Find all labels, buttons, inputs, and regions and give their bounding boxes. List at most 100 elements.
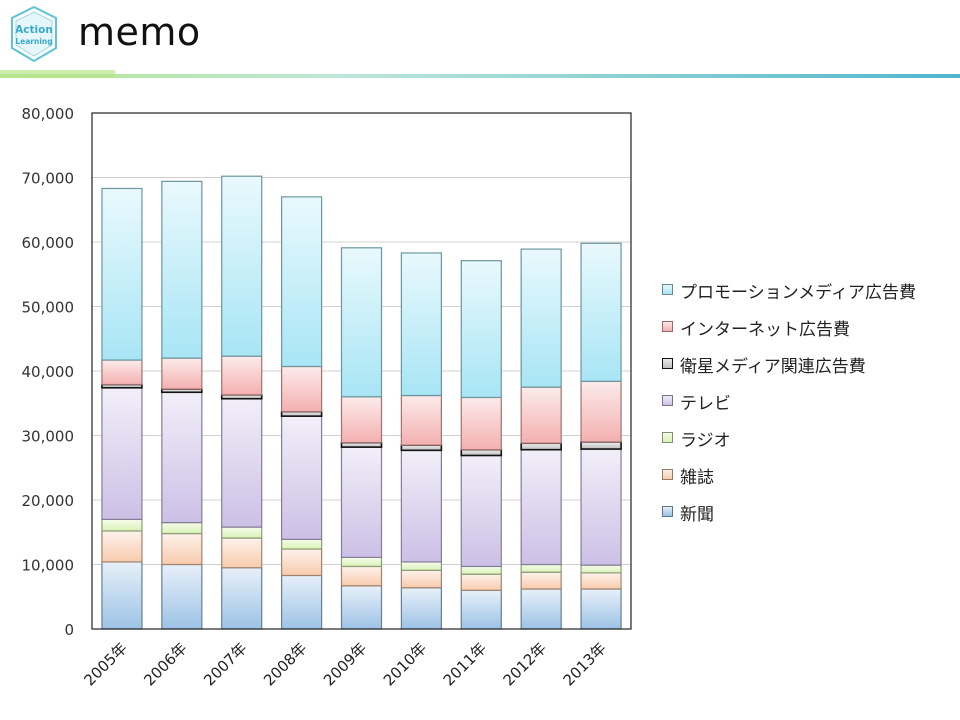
bar-segment [340,396,383,444]
bar-segment [340,585,383,630]
bar-segment [281,196,323,368]
y-tick-label: 10,000 [22,557,75,575]
bar-segment [101,187,143,361]
bar-segment [161,532,203,566]
bar-segment [580,448,622,566]
bar-segment [101,561,143,630]
legend-swatch-tv [662,395,673,406]
bars [101,175,622,630]
bar-segment [400,444,443,452]
legend-swatch-promotion [662,284,673,295]
bar-segment [520,449,562,566]
bar-segment [460,396,502,451]
bar-segment [400,394,442,446]
bar-segment [460,565,502,575]
x-tick-label: 2010年 [380,639,430,689]
legend-label-tv: テレビ [680,394,731,414]
bar-segment [161,521,203,535]
bar-segment [340,247,383,398]
stacked-bar-chart: 0 10,000 20,000 30,000 40,000 50,000 60,000 70,… [22,105,632,689]
bar-segment [400,587,442,630]
y-tick-label: 70,000 [22,170,75,188]
bar-segment [221,526,263,539]
bar-segment [460,454,502,568]
legend-label-promotion: プロモーションメディア広告費 [680,283,916,303]
bar-segment [340,441,383,448]
bar-segment [281,548,323,577]
bar-segment [520,386,562,444]
bar-segment [161,563,203,630]
y-axis-ticks: 0 10,000 20,000 30,000 40,000 50,000 60,000 70,… [22,105,75,639]
x-tick-label: 2005年 [80,639,130,689]
bar-segment [400,561,442,571]
bar-segment [520,248,562,388]
legend-label-magazine: 雑誌 [680,468,714,488]
x-tick-label: 2007年 [200,639,250,689]
x-tick-label: 2012年 [500,639,550,689]
bar-segment [101,359,143,386]
bar-segment [340,446,383,559]
legend-swatch-newspaper [662,506,673,517]
bar-segment [520,588,562,630]
bar-segment [460,448,503,457]
bar-segment [221,567,263,630]
bar-segment [281,365,323,413]
bar-segment [520,571,562,590]
bar-segment [460,260,502,399]
legend-swatch-magazine [662,469,673,480]
bar-segment [520,442,562,451]
bar-segment [221,355,263,396]
legend-swatch-satellite [662,358,673,369]
bar-segment [400,252,442,397]
legend-label-newspaper: 新聞 [680,505,714,525]
bar-segment [340,556,383,568]
logo-text-line2: Learning [15,37,52,46]
bar-segment [281,415,323,540]
y-tick-label: 0 [64,621,74,639]
bar-segment [161,357,203,390]
bar-segment [281,574,323,630]
bar-segment [460,589,502,630]
bar-segment [460,573,502,591]
y-tick-label: 30,000 [22,428,75,446]
bar-segment [161,180,203,359]
bar-segment [400,569,442,589]
y-tick-label: 80,000 [22,105,75,123]
legend-label-radio: ラジオ [680,431,731,451]
bar-segment [221,537,263,569]
x-tick-label: 2013年 [560,639,610,689]
bar-segment [281,538,323,550]
x-tick-label: 2008年 [260,639,310,689]
legend-swatch-radio [662,432,673,443]
bar-segment [340,565,383,587]
y-tick-label: 60,000 [22,234,75,252]
x-tick-label: 2011年 [440,639,490,689]
bar-segment [101,387,143,520]
bar-segment [520,563,562,573]
bar-segment [101,518,143,532]
bar-segment [221,398,263,528]
y-tick-label: 50,000 [22,299,75,317]
x-tick-label: 2009年 [320,639,370,689]
x-axis-ticks: 2005年 2006年 2007年 2008年 2009年 2010年 2011年 2012年… [80,639,609,689]
page-title: memo [78,10,201,54]
legend-label-internet: インターネット広告費 [680,320,850,340]
bar-segment [280,410,323,417]
legend-swatch-internet [662,321,673,332]
x-tick-label: 2006年 [140,639,190,689]
bar-segment [580,588,622,630]
plot-area-frame [91,112,632,630]
bar-segment [101,530,143,563]
title-divider [0,70,960,78]
action-learning-logo: Action Learning [11,5,57,63]
y-tick-label: 40,000 [22,363,75,381]
logo-text-line1: Action [15,24,53,36]
bar-segment [580,572,622,590]
bar-segment [580,242,622,382]
bar-segment [580,441,622,450]
legend-label-satellite: 衛星メディア関連広告費 [680,357,866,377]
bar-segment [580,564,622,574]
bar-segment [221,175,263,357]
bar-segment [580,380,622,443]
y-tick-label: 20,000 [22,492,75,510]
